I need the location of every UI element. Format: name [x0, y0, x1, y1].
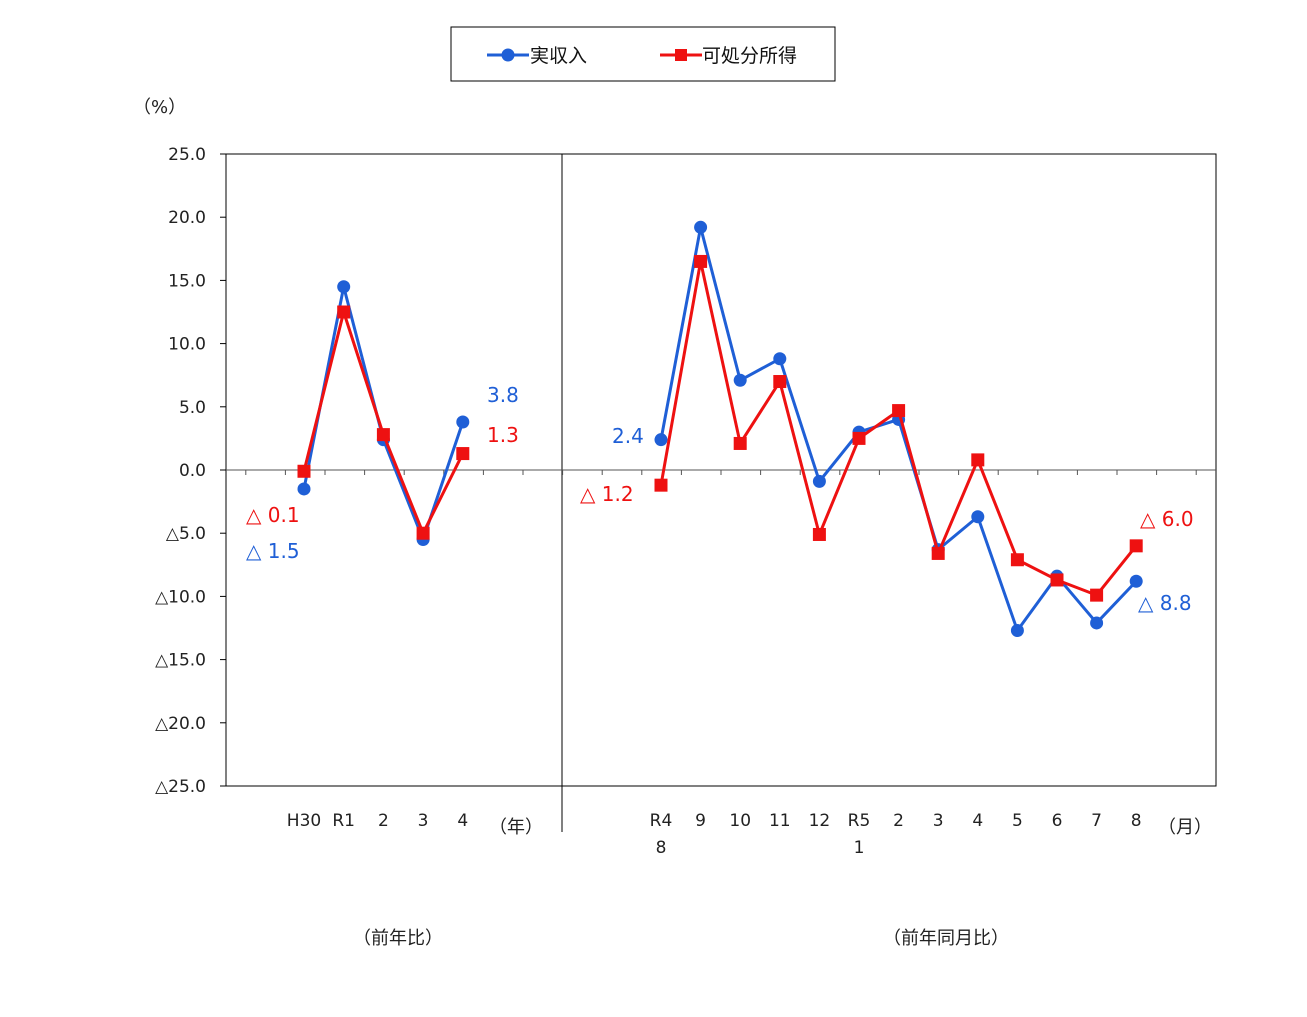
data-point-square — [733, 436, 747, 450]
x-tick-label: R5 — [848, 811, 871, 831]
data-label: 3.8 — [487, 383, 519, 407]
data-point-square — [892, 404, 906, 418]
data-label: △ 8.8 — [1138, 591, 1192, 615]
series-line — [659, 259, 1138, 597]
x-unit-label: （月） — [1158, 817, 1212, 838]
series-line — [302, 310, 465, 535]
data-point-square — [1129, 539, 1143, 553]
x-tick-label: R1 — [332, 811, 355, 831]
data-point-square — [297, 464, 311, 478]
x-tick-label: 11 — [769, 811, 791, 831]
y-tick-label: △5.0 — [166, 524, 206, 544]
data-point-square — [773, 375, 787, 389]
x-tick-label: 2 — [893, 811, 904, 831]
data-point-circle — [297, 482, 311, 496]
data-point-square — [852, 431, 866, 445]
data-point-circle — [337, 280, 351, 294]
x-tick-label: 4 — [972, 811, 983, 831]
data-point-square — [1090, 588, 1104, 602]
x-tick-label: 5 — [1012, 811, 1023, 831]
data-point-square — [971, 453, 985, 467]
data-point-circle — [1090, 616, 1104, 630]
data-label: △ 0.1 — [246, 503, 300, 527]
data-point-circle — [773, 352, 787, 366]
x-tick-label: 1 — [854, 838, 865, 858]
y-tick-label: 10.0 — [168, 335, 206, 355]
legend-label: 可処分所得 — [702, 45, 797, 67]
panel-caption: （前年同月比） — [883, 928, 1009, 949]
data-point-square — [337, 305, 351, 319]
legend: 実収入 可処分所得 — [450, 26, 836, 82]
x-tick-label: 7 — [1091, 811, 1102, 831]
annotation-layer: △ 1.5 △ 0.1 3.8 1.3 2.4 △ 1.2 △ 6.0 △ 8.8 — [246, 383, 1194, 615]
y-tick-label: △20.0 — [155, 714, 206, 734]
y-tick-label: △15.0 — [155, 651, 206, 671]
data-point-square — [456, 447, 470, 461]
data-label: 2.4 — [612, 424, 644, 448]
data-point-square — [812, 527, 826, 541]
x-tick-label: 8 — [656, 838, 667, 858]
x-tick-label: 3 — [418, 811, 429, 831]
x-tick-label: H30 — [287, 811, 321, 831]
data-point-square — [654, 478, 668, 492]
x-tick-label: 4 — [457, 811, 468, 831]
x-tick-label: 2 — [378, 811, 389, 831]
x-tick-label: 8 — [1131, 811, 1142, 831]
data-point-circle — [1010, 624, 1024, 638]
data-point-square — [1010, 553, 1024, 567]
data-label: △ 1.5 — [246, 539, 300, 563]
y-tick-label: 0.0 — [179, 461, 206, 481]
y-tick-label: 15.0 — [168, 271, 206, 291]
x-tick-label: 3 — [933, 811, 944, 831]
y-tick-label: △10.0 — [155, 587, 206, 607]
legend-label: 実収入 — [530, 45, 587, 67]
y-tick-label: 5.0 — [179, 398, 206, 418]
y-tick-label: 25.0 — [168, 145, 206, 165]
panel-caption: （前年比） — [353, 928, 443, 949]
series-layer — [297, 220, 1143, 638]
series-line — [659, 225, 1138, 633]
data-point-circle — [971, 510, 985, 524]
x-unit-label: （年） — [489, 817, 543, 838]
data-point-circle — [812, 474, 826, 488]
x-tick-label: 10 — [729, 811, 751, 831]
y-tick-label: 20.0 — [168, 208, 206, 228]
x-tick-label: R4 — [650, 811, 673, 831]
data-point-square — [376, 428, 390, 442]
x-tick-label: 12 — [809, 811, 831, 831]
y-unit-label: （%） — [133, 97, 186, 118]
plot-frame — [225, 153, 1217, 832]
legend-marker-square — [675, 49, 687, 61]
data-point-circle — [733, 373, 747, 387]
data-point-circle — [654, 433, 668, 447]
y-tick-label: △25.0 — [155, 777, 206, 797]
data-point-circle — [694, 220, 708, 234]
data-label: △ 6.0 — [1140, 507, 1194, 531]
data-point-square — [694, 254, 708, 268]
x-tick-label: 6 — [1052, 811, 1063, 831]
data-label: △ 1.2 — [580, 482, 634, 506]
data-point-square — [931, 546, 945, 560]
data-point-circle — [456, 415, 470, 429]
data-point-square — [416, 526, 430, 540]
data-point-circle — [1129, 574, 1143, 588]
data-point-square — [1050, 573, 1064, 587]
legend-marker-circle — [501, 48, 515, 62]
axes: （%） 25.0 20.0 15.0 10.0 5.0 0.0 △5.0 △10.0 △15.0 △… — [133, 97, 1212, 949]
x-tick-label: 9 — [695, 811, 706, 831]
data-label: 1.3 — [487, 423, 519, 447]
